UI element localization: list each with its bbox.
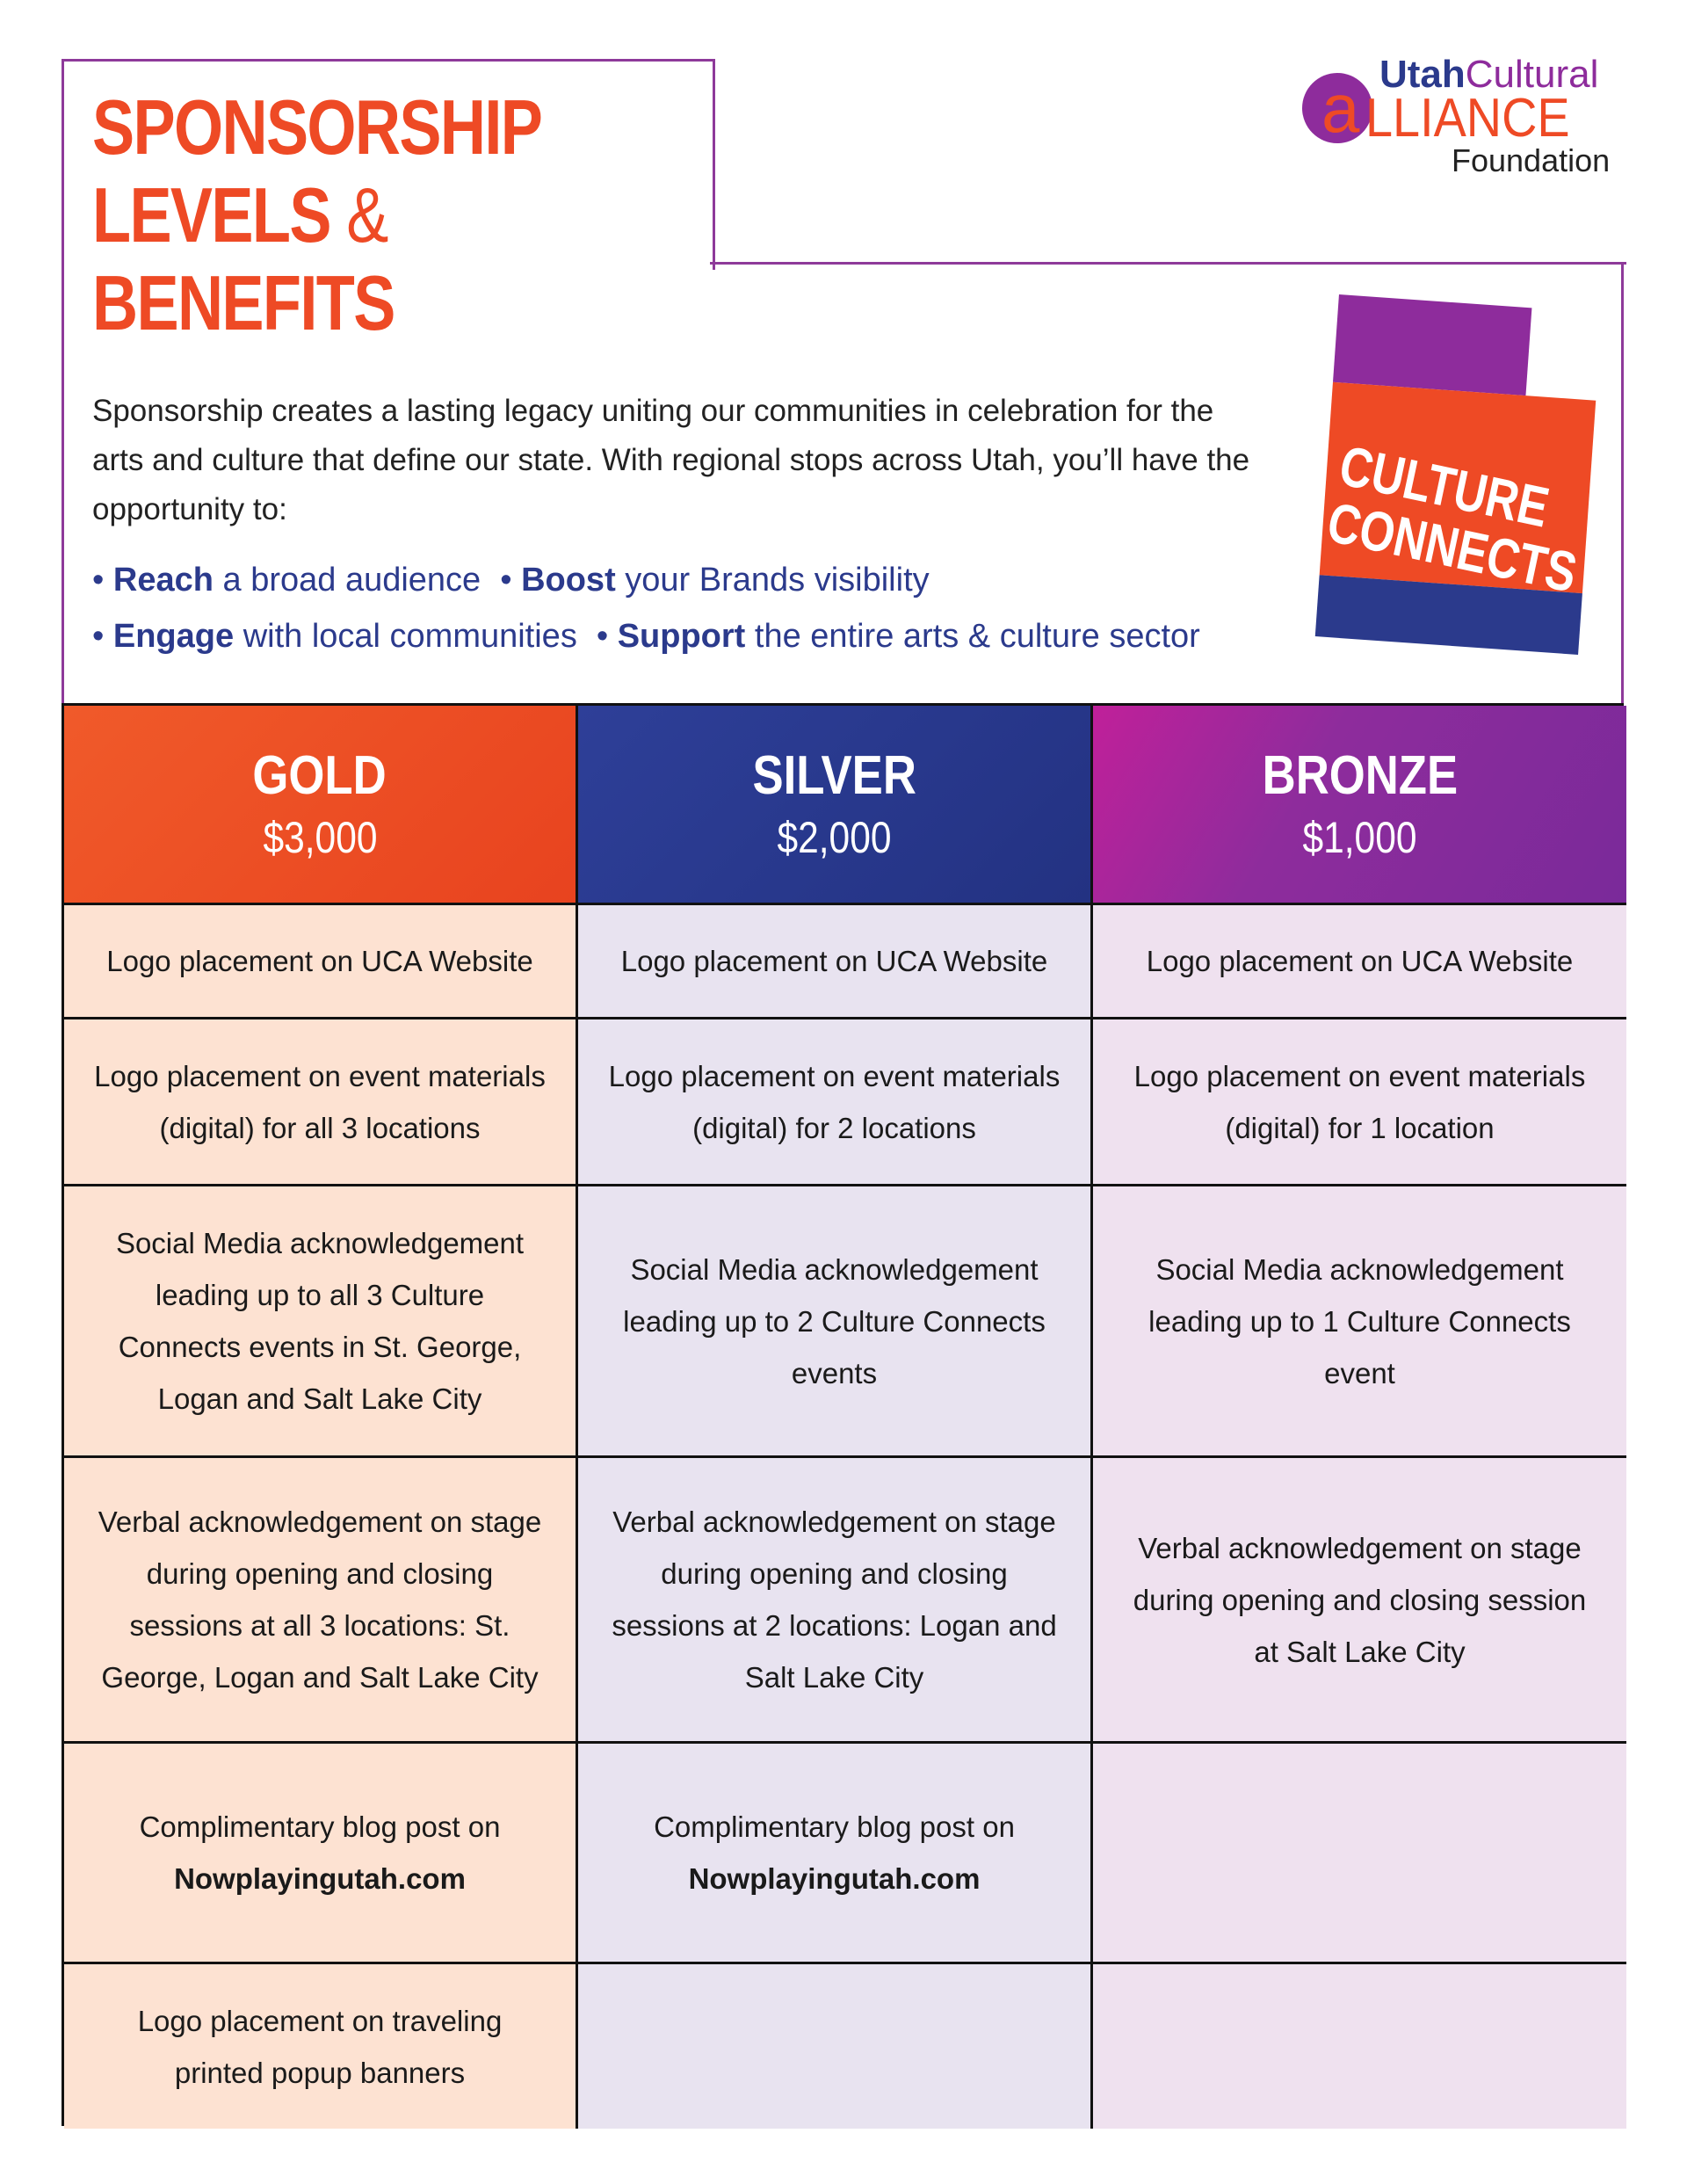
benefit-strong: Nowplayingutah.com [174,1862,466,1895]
benefit-text: Verbal acknowledgement on stage during o… [98,1506,542,1694]
bullet: • Support the entire arts & culture sect… [596,618,1200,655]
benefit-text: Verbal acknowledgement on stage during o… [1133,1531,1587,1668]
bullet-strong: Support [617,618,746,655]
benefit-line: Complimentary blog post on [139,1810,501,1843]
column-header: GOLD $3,000 [64,706,578,905]
benefit-cell: Verbal acknowledgement on stage during o… [64,1458,578,1744]
logo-cultural: Cultural [1465,53,1599,96]
bullet-strong: Reach [112,562,214,599]
logo: UtahCultural a LLIANCE Foundation [1302,51,1627,183]
benefit-line: Complimentary blog post on [654,1810,1015,1843]
benefit-cell: Logo placement on UCA Website [1093,905,1626,1019]
level-price: $3,000 [263,813,377,862]
title-line: LEVELS & [92,171,541,259]
benefit-cell [1093,1744,1626,1964]
benefit-text: Social Media acknowledgement leading up … [1148,1252,1571,1389]
benefit-text: Logo placement on UCA Website [620,945,1048,977]
logo-circle [1302,73,1372,143]
level-name: SILVER [752,745,916,806]
title-line: BENEFITS [92,259,395,346]
badge: CULTURE CONNECTS [1314,294,1602,655]
title-amp: & [346,171,388,258]
bullet-strong: Engage [112,618,235,655]
level-price: $2,000 [777,813,892,862]
level-name: GOLD [252,745,387,806]
bullet-text: a broad audience [222,562,481,599]
benefit-cell: Logo placement on event materials (digit… [578,1019,1093,1186]
title-word: LEVELS [92,171,331,258]
column-header: SILVER $2,000 [578,706,1093,905]
bullet: • Engage with local communities [92,618,577,655]
logo-foundation: Foundation [1452,142,1611,178]
frame-right [1621,262,1624,706]
bullet-text: with local communities [243,618,577,655]
benefit-text: Social Media acknowledgement leading up … [115,1227,525,1415]
title-frame [62,59,715,270]
benefit-cell [1093,1964,1626,2129]
benefit-cell: Social Media acknowledgement leading up … [578,1186,1093,1458]
benefit-text: Social Media acknowledgement leading up … [623,1252,1046,1389]
benefit-cell: Complimentary blog post on Nowplayingutah… [64,1744,578,1964]
benefit-text: Logo placement on event materials (digit… [608,1059,1061,1144]
title: SPONSORSHIP LEVELS & BENEFITS [92,83,543,347]
level-price: $1,000 [1302,813,1417,862]
benefit-text: Logo placement on event materials (digit… [94,1059,546,1144]
benefit-text: Logo placement on UCA Website [106,945,533,977]
benefit-text: Logo placement on UCA Website [1146,945,1574,977]
benefit-cell: Logo placement on event materials (digit… [1093,1019,1626,1186]
sponsor-table: GOLD $3,000 SILVER $2,000 BRONZE $1,000 Logo p… [62,703,1626,2129]
benefit-cell [578,1964,1093,2129]
logo-a: a [1321,69,1360,147]
intro: Sponsorship creates a lasting legacy uni… [92,394,1250,526]
benefit-text: Logo placement on event materials (digit… [1133,1059,1586,1144]
benefit-cell: Logo placement on UCA Website [578,905,1093,1019]
benefit-cell: Logo placement on UCA Website [64,905,578,1019]
title-line: SPONSORSHIP [92,83,543,171]
level-name: BRONZE [1262,745,1458,806]
frame-hide [64,262,710,267]
bullet-list: • Reach a broad audience • Boost your Bra… [92,552,1322,664]
benefit-cell: Verbal acknowledgement on stage during o… [1093,1458,1626,1744]
benefit-cell: Logo placement on traveling printed popu… [64,1964,578,2129]
bullet-text: the entire arts & culture sector [754,618,1200,655]
logo-lliance: LLIANCE [1365,88,1570,149]
bullet: • Boost your Brands visibility [500,562,930,599]
benefit-text: Verbal acknowledgement on stage during o… [612,1506,1057,1694]
benefit-text: Complimentary blog post on Nowplayingutah… [654,1801,1015,1905]
benefit-cell: Complimentary blog post on Nowplayingutah… [578,1744,1093,1964]
benefit-cell: Social Media acknowledgement leading up … [1093,1186,1626,1458]
logo-top: UtahCultural [1379,53,1598,97]
column-header: BRONZE $1,000 [1093,706,1626,905]
frame-left [62,264,64,706]
bullet: • Reach a broad audience [92,562,481,599]
frame-top-right [710,262,1626,265]
bullet-text: your Brands visibility [625,562,930,599]
benefit-cell: Social Media acknowledgement leading up … [64,1186,578,1458]
benefit-text: Complimentary blog post on Nowplayingutah… [140,1801,501,1905]
badge-purple-top [1332,294,1532,396]
benefit-cell: Logo placement on event materials (digit… [64,1019,578,1186]
benefit-text: Logo placement on traveling printed popu… [137,2004,503,2089]
bullet-strong: Boost [521,562,616,599]
benefit-cell: Verbal acknowledgement on stage during o… [578,1458,1093,1744]
logo-utah: Utah [1379,53,1466,96]
benefit-strong: Nowplayingutah.com [688,1862,981,1895]
